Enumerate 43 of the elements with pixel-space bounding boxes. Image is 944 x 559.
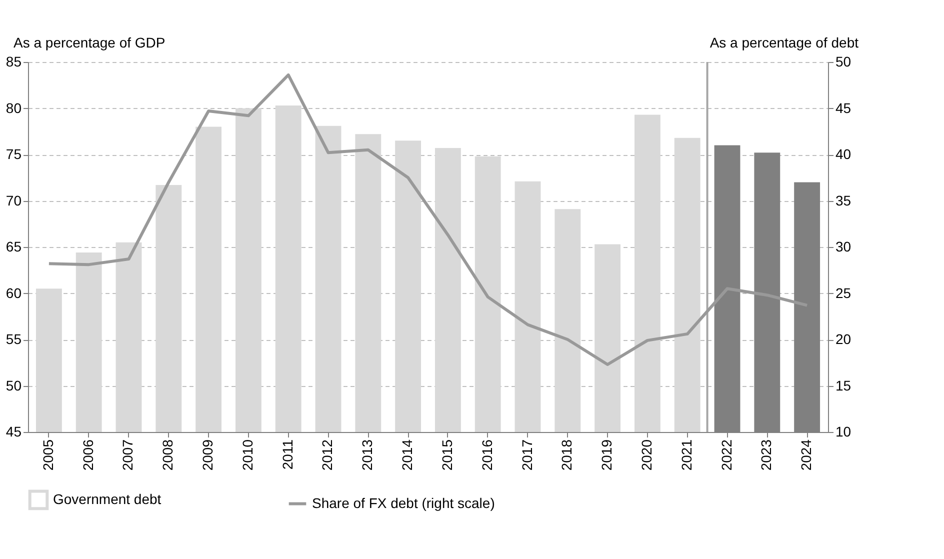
y-tick-label: 60	[6, 284, 22, 301]
x-tick-label: 2019	[598, 439, 615, 471]
x-tick-label: 2007	[120, 439, 136, 471]
x-tick-label: 2023	[758, 439, 774, 471]
y2-tick-label: 30	[836, 238, 852, 254]
x-tick-label: 2016	[478, 439, 495, 471]
x-tick-label: 2018	[558, 439, 575, 471]
y-tick-label: 80	[6, 100, 22, 116]
x-tick-label: 2005	[40, 439, 56, 471]
legend-label: Government debt	[53, 490, 162, 507]
x-tick-label: 2015	[438, 439, 455, 471]
y2-tick-label: 45	[836, 100, 852, 116]
y-tick-label: 75	[6, 146, 22, 162]
y-tick-label: 50	[6, 377, 22, 394]
x-tick-label: 2017	[518, 439, 535, 471]
y2-tick-label: 15	[836, 377, 852, 394]
y-tick-label: 65	[6, 238, 22, 254]
legend-label: Share of FX debt (right scale)	[312, 494, 495, 511]
y-axis-title: As a percentage of GDP	[14, 34, 166, 50]
y2-axis-title: As a percentage of debt	[710, 34, 859, 50]
y2-tick-label: 10	[836, 424, 852, 440]
x-tick-label: 2009	[200, 439, 216, 471]
x-tick-label: 2021	[678, 439, 694, 471]
y2-tick-label: 25	[836, 284, 852, 301]
y-tick-label: 85	[6, 54, 22, 70]
x-tick-label: 2011	[279, 439, 296, 470]
x-tick-label: 2008	[160, 439, 176, 471]
x-tick-label: 2010	[239, 439, 256, 471]
x-tick-label: 2012	[319, 439, 336, 471]
line-series	[47, 73, 809, 366]
y2-tick-label: 35	[836, 192, 852, 208]
x-tick-label: 2022	[718, 439, 734, 471]
x-tick-label: 2013	[359, 439, 376, 471]
y2-tick-label: 50	[836, 54, 852, 70]
x-tick-label: 2020	[638, 439, 654, 471]
x-tick-label: 2006	[80, 439, 96, 471]
y-tick-label: 70	[6, 192, 22, 208]
x-tick-label: 2014	[399, 439, 416, 471]
y2-tick-label: 40	[836, 146, 852, 162]
x-tick-label: 2024	[798, 439, 814, 471]
y-tick-label: 55	[6, 331, 22, 347]
y2-tick-label: 20	[836, 331, 852, 347]
y-tick-label: 45	[6, 424, 22, 440]
